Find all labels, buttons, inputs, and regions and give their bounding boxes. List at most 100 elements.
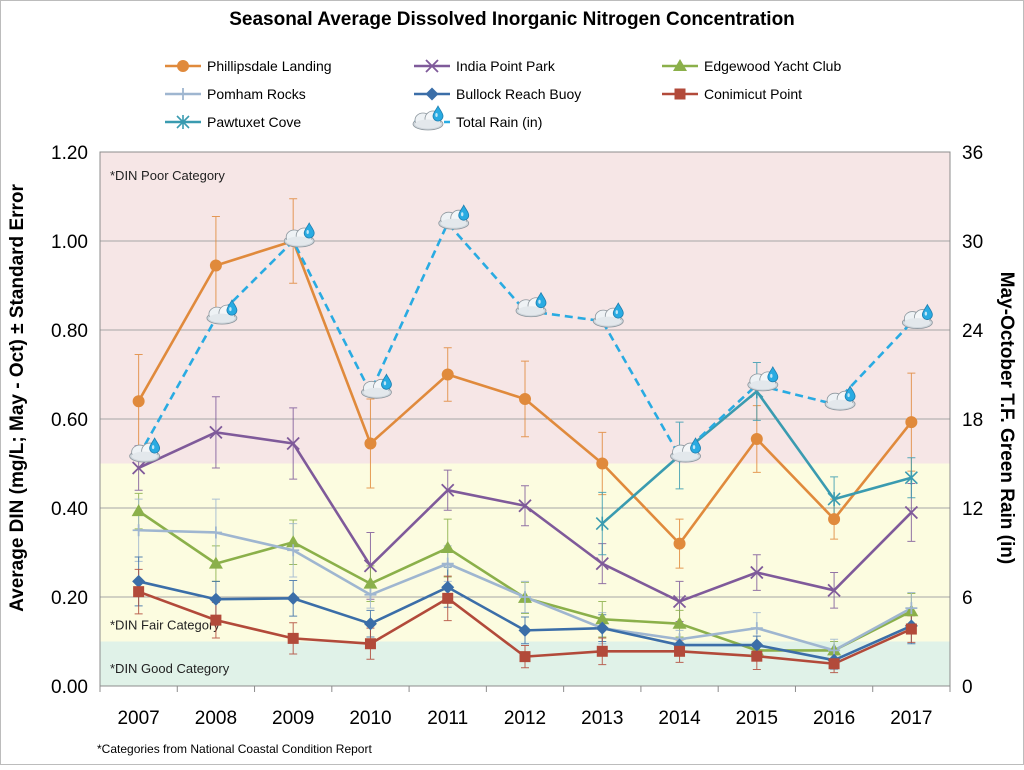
point-india-point-park	[286, 436, 300, 451]
point-pawtuxet-cove	[827, 492, 841, 507]
chart-title: Seasonal Average Dissolved Inorganic Nit…	[229, 9, 795, 30]
x-tick-label: 2007	[117, 708, 159, 729]
legend-label-edgewood-yacht-club: Edgewood Yacht Club	[704, 58, 841, 74]
legend-label-india-point-park: India Point Park	[456, 58, 556, 74]
point-phillipsdale-landing	[209, 259, 222, 272]
y-tick-label: 0.00	[51, 677, 88, 698]
point-edgewood-yacht-club	[363, 576, 378, 589]
point-pomham-rocks	[905, 602, 918, 615]
point-phillipsdale-landing	[905, 416, 918, 429]
point-phillipsdale-landing	[132, 395, 145, 408]
point-india-point-park	[441, 483, 455, 497]
point-conimicut-point	[905, 623, 917, 635]
point-edgewood-yacht-club	[672, 616, 687, 629]
point-bullock-reach-buoy	[286, 591, 300, 605]
point-phillipsdale-landing	[828, 513, 841, 526]
x-tick-label: 2012	[504, 708, 546, 729]
point-edgewood-yacht-club	[595, 612, 610, 625]
point-conimicut-point	[364, 638, 376, 650]
point-pomham-rocks	[209, 526, 222, 539]
legend-marker-pomham-rocks	[177, 88, 189, 100]
x-tick-label: 2010	[349, 708, 391, 729]
point-pomham-rocks	[441, 557, 454, 570]
legend-label-conimicut-point: Conimicut Point	[704, 86, 802, 102]
point-bullock-reach-buoy	[132, 574, 146, 588]
point-conimicut-point	[674, 645, 686, 657]
point-conimicut-point	[519, 651, 531, 663]
y-tick-label: 1.00	[51, 232, 88, 253]
y-tick-label: 1.20	[51, 143, 88, 164]
point-phillipsdale-landing	[596, 457, 609, 470]
point-phillipsdale-landing	[441, 368, 454, 381]
y-tick-label: 0.80	[51, 321, 88, 342]
category-band-labels: *DIN Poor Category *DIN Fair Category *DIN…	[110, 168, 230, 676]
point-india-point-park	[518, 499, 532, 513]
point-phillipsdale-landing	[364, 437, 377, 450]
point-conimicut-point	[210, 614, 222, 626]
legend-marker-phillipsdale-landing	[177, 60, 189, 72]
point-bullock-reach-buoy	[518, 623, 532, 637]
point-india-point-park	[131, 461, 146, 475]
legend-label-total-rain-in: Total Rain (in)	[456, 114, 542, 130]
y2-tick-label: 24	[962, 321, 984, 342]
point-bullock-reach-buoy	[750, 638, 764, 652]
point-conimicut-point	[828, 658, 840, 670]
y2-axis-title: May-October T.F. Green Rain (in)	[996, 272, 1017, 564]
point-pawtuxet-cove	[595, 516, 609, 531]
point-conimicut-point	[442, 592, 454, 604]
point-edgewood-yacht-club	[440, 541, 455, 554]
x-tick-label: 2013	[581, 708, 623, 729]
y2-tick-label: 6	[962, 588, 973, 609]
band-label-din-good-category: *DIN Good Category	[110, 661, 230, 676]
legend-item-bullock-reach-buoy: Bullock Reach Buoy	[414, 86, 581, 102]
y-tick-label: 0.60	[51, 410, 88, 431]
point-india-point-park	[827, 583, 841, 597]
y-tick-label: 0.20	[51, 588, 88, 609]
footnote: *Categories from National Coastal Condit…	[97, 742, 372, 756]
point-edgewood-yacht-club	[131, 504, 146, 517]
point-india-point-park	[363, 559, 378, 573]
point-india-point-park	[672, 594, 687, 609]
point-bullock-reach-buoy	[595, 621, 609, 635]
point-conimicut-point	[287, 632, 299, 644]
legend-item-pawtuxet-cove: Pawtuxet Cove	[165, 114, 301, 130]
legend-label-phillipsdale-landing: Phillipsdale Landing	[207, 58, 332, 74]
point-india-point-park	[904, 505, 919, 520]
point-india-point-park	[595, 556, 609, 571]
legend-marker-conimicut-point	[674, 88, 686, 100]
point-edgewood-yacht-club	[286, 535, 301, 548]
point-bullock-reach-buoy	[209, 592, 223, 606]
plot-area-border	[99, 151, 951, 687]
x-tick-label: 2016	[813, 708, 855, 729]
y-axis-title: Average DIN (mg/L; May - Oct) ± Standard…	[7, 183, 28, 611]
band-label-din-fair-category: *DIN Fair Category	[110, 618, 220, 633]
x-tick-label: 2015	[736, 708, 778, 729]
point-india-point-park	[209, 425, 223, 439]
legend-item-conimicut-point: Conimicut Point	[662, 86, 802, 102]
point-phillipsdale-landing	[519, 392, 531, 405]
point-india-point-park	[750, 565, 764, 580]
legend-marker-pawtuxet-cove	[176, 115, 190, 129]
point-pomham-rocks	[750, 622, 763, 635]
axes: 0.00 0.20 0.40 0.60 0.80 1.00 1.20 0 6 12 18 24 30 36…	[51, 143, 984, 729]
y2-tick-label: 12	[962, 499, 983, 520]
legend-marker-india-point-park	[425, 59, 439, 73]
point-conimicut-point	[751, 650, 763, 662]
point-pomham-rocks	[287, 544, 300, 557]
x-tick-label: 2017	[890, 708, 932, 729]
point-pomham-rocks	[132, 524, 145, 537]
legend-label-pawtuxet-cove: Pawtuxet Cove	[207, 114, 301, 130]
legend-marker-bullock-reach-buoy	[425, 87, 439, 101]
point-pawtuxet-cove	[904, 470, 918, 485]
point-phillipsdale-landing	[750, 433, 763, 446]
point-bullock-reach-buoy	[441, 580, 455, 594]
legend-item-total-rain-in: Total Rain (in)	[412, 105, 542, 131]
series-markers	[129, 204, 933, 670]
point-bullock-reach-buoy	[363, 617, 377, 631]
point-edgewood-yacht-club	[208, 556, 223, 569]
x-tick-label: 2011	[427, 708, 468, 729]
legend-marker-edgewood-yacht-club	[673, 59, 687, 71]
y2-tick-label: 18	[962, 410, 983, 431]
